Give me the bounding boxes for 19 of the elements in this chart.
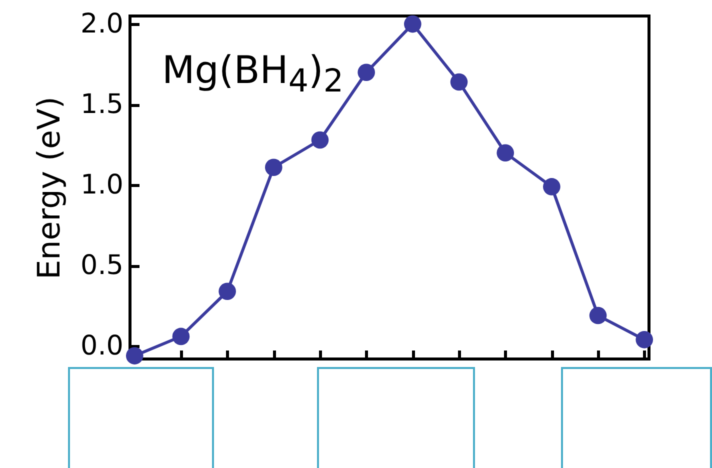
- point: [264, 158, 282, 176]
- point: [543, 178, 560, 196]
- y-tick-label: 2.0: [80, 8, 124, 40]
- point: [172, 328, 190, 346]
- point: [496, 144, 514, 162]
- point: [450, 73, 468, 91]
- annotation: Mg(BH$_{4}$)$_{2}$: [162, 48, 344, 100]
- y-tick-label: 1.5: [80, 89, 124, 120]
- point: [404, 15, 422, 33]
- point: [358, 64, 375, 82]
- point: [218, 282, 236, 300]
- point: [311, 131, 329, 149]
- y-tick-label: 1.0: [80, 170, 124, 201]
- point: [589, 306, 607, 324]
- point: [126, 347, 144, 364]
- y-axis-title: Energy (eV): [32, 96, 68, 280]
- y-tick-label: 0.0: [80, 330, 124, 362]
- y-tick-label: 0.5: [80, 250, 124, 282]
- point: [636, 331, 654, 348]
